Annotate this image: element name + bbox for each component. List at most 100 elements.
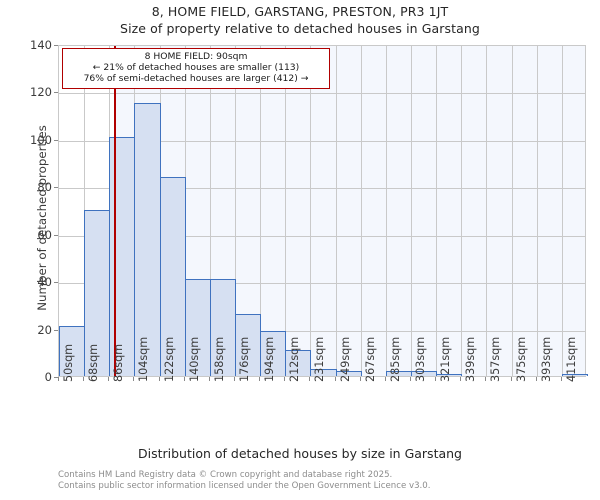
property-marker-line [113, 46, 116, 376]
gridline-vertical [411, 46, 412, 376]
y-axis-tick-label: 40 [37, 275, 52, 290]
x-axis-tick-mark [309, 377, 310, 381]
gridline-vertical [436, 46, 437, 376]
y-axis-tick-mark [54, 282, 58, 284]
gridline-horizontal [59, 235, 585, 237]
y-axis-tick-label: 140 [30, 38, 52, 52]
x-axis-tick-label: 104sqm [137, 336, 151, 382]
x-axis-tick-label: 176sqm [238, 336, 251, 382]
y-axis-tick-mark [54, 187, 58, 189]
x-axis-tick-label: 140sqm [187, 336, 201, 382]
x-axis-tick-label: 194sqm [263, 336, 277, 382]
gridline-vertical [285, 46, 286, 376]
x-axis-tick-label: 249sqm [338, 336, 352, 382]
x-axis-tick-mark [209, 377, 210, 381]
gridline-vertical [386, 46, 387, 376]
footer-line-1: Contains HM Land Registry data © Crown c… [58, 470, 393, 480]
annotation-line-2: ← 21% of detached houses are smaller (11… [92, 62, 300, 74]
x-axis-tick-label: 357sqm [489, 336, 503, 382]
x-axis-tick-label: 285sqm [388, 336, 402, 382]
y-axis-tick-label: 20 [37, 322, 52, 337]
property-annotation-box: 8 HOME FIELD: 90sqm ← 21% of detached ho… [62, 48, 330, 89]
x-axis-tick-label: 231sqm [313, 336, 327, 382]
x-axis-tick-label: 321sqm [439, 336, 453, 382]
x-axis-tick-label: 50sqm [62, 343, 75, 382]
x-axis-tick-label: 267sqm [363, 336, 377, 382]
gridline-vertical [512, 46, 513, 376]
x-axis-tick-mark [360, 377, 361, 381]
x-axis-tick-mark [335, 377, 336, 381]
bars-layer [59, 46, 588, 376]
x-axis-tick-mark [485, 377, 486, 381]
y-axis-tick-mark [54, 139, 58, 141]
y-axis-tick-mark [54, 45, 58, 46]
gridline-horizontal [59, 283, 585, 285]
histogram-bar [160, 176, 186, 376]
gridline-vertical [210, 46, 211, 376]
y-axis-tick-mark [54, 234, 58, 236]
x-axis-tick-label: 375sqm [514, 336, 528, 382]
y-axis-tick-label: 0 [44, 370, 52, 384]
chart-subtitle: Size of property relative to detached ho… [120, 21, 480, 36]
histogram-bar [336, 371, 362, 376]
gridline-vertical [461, 46, 462, 376]
histogram-bar [185, 278, 211, 376]
y-axis-tick-label: 80 [37, 180, 52, 195]
annotation-line-1: 8 HOME FIELD: 90sqm [144, 51, 248, 62]
marker-line-layer [59, 46, 585, 376]
x-axis-tick-mark [133, 377, 134, 381]
x-axis-tick-label: 303sqm [414, 336, 427, 382]
plot-area [58, 45, 588, 377]
gridline-vertical [486, 46, 487, 376]
x-axis-tick-label: 158sqm [212, 336, 226, 382]
histogram-bar [235, 314, 261, 376]
x-axis-tick-mark [410, 377, 411, 381]
y-axis-tick-mark [54, 329, 58, 331]
y-axis-tick-label: 120 [30, 85, 52, 100]
x-axis-tick-mark [284, 377, 285, 381]
x-axis-tick-mark [561, 377, 562, 381]
histogram-bar [411, 371, 437, 376]
gridline-vertical [537, 46, 538, 376]
x-axis-tick-mark [511, 377, 512, 381]
x-axis-tick-label: 393sqm [539, 336, 553, 382]
histogram-bar [59, 326, 85, 376]
x-axis-tick-mark [108, 377, 109, 381]
gridline-vertical [260, 46, 261, 376]
x-axis-tick-mark [259, 377, 260, 381]
histogram-bar [436, 373, 462, 376]
gridline-vertical [336, 46, 337, 376]
gridline-horizontal [59, 188, 585, 190]
histogram-bar [285, 349, 311, 376]
x-axis-tick-label: 411sqm [564, 336, 578, 382]
x-axis-tick-mark [234, 377, 235, 381]
histogram-bar [84, 210, 110, 376]
gridline-horizontal [59, 330, 585, 332]
histogram-bar [562, 373, 588, 376]
y-axis-tick-label: 100 [30, 132, 52, 147]
x-axis-tick-mark [184, 377, 185, 381]
x-axis-tick-label: 68sqm [87, 343, 101, 382]
x-axis-label: Distribution of detached houses by size … [138, 446, 462, 461]
attribution-footer: Contains HM Land Registry data © Crown c… [58, 470, 430, 491]
y-axis-tick-mark [54, 92, 58, 94]
x-axis-tick-label: 86sqm [112, 343, 126, 382]
page-title: 8, HOME FIELD, GARSTANG, PRESTON, PR3 1J… [151, 4, 449, 19]
gridline-vertical [361, 46, 362, 376]
x-axis-tick-mark [536, 377, 537, 381]
y-axis-tick-mark [54, 377, 58, 378]
x-axis-tick-label: 122sqm [162, 336, 176, 382]
x-axis-tick-mark [159, 377, 160, 381]
gridline-horizontal [59, 140, 585, 142]
x-axis-tick-mark [435, 377, 436, 381]
x-axis-tick-mark [460, 377, 461, 381]
x-axis-tick-mark [83, 377, 84, 381]
y-axis-tick-label: 60 [37, 227, 52, 242]
x-axis-tick-label: 212sqm [288, 336, 302, 382]
x-axis-tick-label: 339sqm [464, 336, 478, 382]
footer-line-2: Contains public sector information licen… [58, 480, 431, 491]
gridline-horizontal [59, 93, 585, 95]
histogram-bar [260, 330, 286, 376]
gridline-vertical [235, 46, 236, 376]
